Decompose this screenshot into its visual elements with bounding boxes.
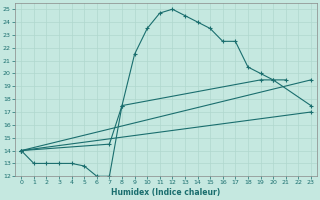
- X-axis label: Humidex (Indice chaleur): Humidex (Indice chaleur): [111, 188, 221, 197]
